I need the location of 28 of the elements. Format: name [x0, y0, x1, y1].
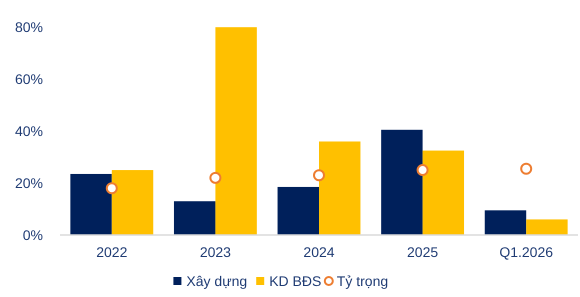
y-tick-label: 60% [14, 71, 43, 88]
bar [112, 170, 154, 235]
x-tick-label: 2023 [200, 244, 232, 260]
bar [422, 150, 464, 235]
bar [174, 201, 216, 235]
point [520, 162, 532, 175]
x-tick-label: 2024 [303, 244, 335, 260]
x-tick-label: 2025 [407, 244, 438, 260]
bar [319, 141, 360, 235]
legend-label: Tỷ trọng [336, 272, 388, 289]
bar [215, 27, 257, 235]
x-tick-label: Q1.2026 [499, 244, 554, 260]
point [106, 182, 118, 194]
bar [526, 219, 568, 235]
point [416, 164, 429, 176]
y-tick-label: 40% [14, 123, 43, 139]
y-tick-label: 20% [14, 174, 43, 191]
bar [70, 174, 112, 235]
y-tick-label: 80% [14, 19, 43, 36]
legend-label: KD BĐS [269, 272, 322, 289]
bar [484, 210, 526, 235]
y-tick-label: 0% [22, 226, 43, 243]
x-tick-label: 2022 [96, 244, 128, 260]
bar [381, 130, 423, 235]
legend-label: Xây dựng [186, 272, 248, 289]
point [313, 169, 325, 182]
point [209, 172, 222, 184]
bar [278, 186, 319, 235]
